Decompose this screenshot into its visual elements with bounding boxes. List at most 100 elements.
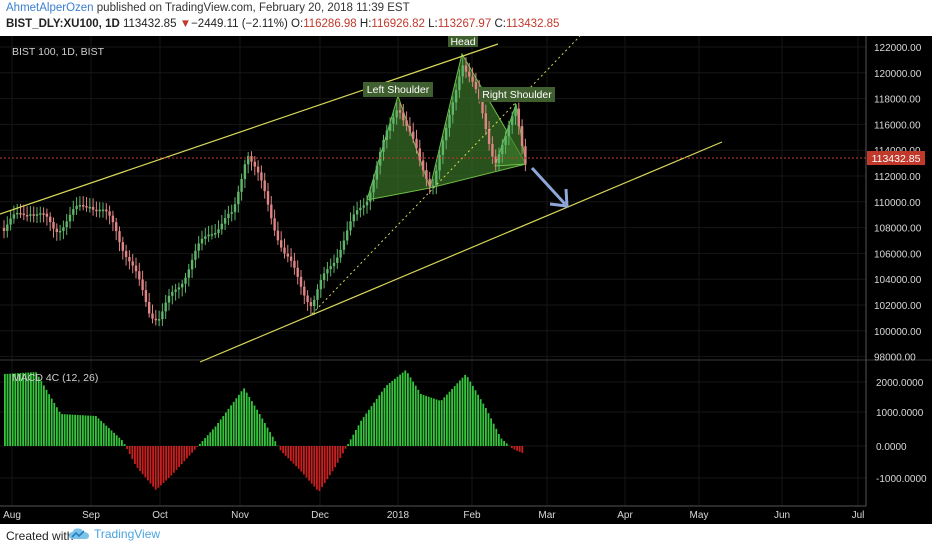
macd-bar	[495, 428, 498, 446]
macd-bar	[271, 436, 274, 446]
change-arrow: ▼	[179, 18, 192, 30]
candle-body	[253, 161, 256, 167]
lower-channel-line[interactable]	[199, 141, 723, 363]
macd-bar	[469, 381, 472, 446]
candle-body	[101, 209, 105, 212]
right-shoulder-label: Right Shoulder	[482, 89, 552, 101]
macd-bar	[453, 386, 456, 446]
macd-bar	[167, 446, 170, 479]
macd-bar	[92, 415, 95, 446]
cloud-icon	[69, 528, 89, 539]
macd-bar	[165, 446, 167, 481]
price-axis-label: 106000.00	[874, 249, 922, 260]
candle-body	[58, 230, 62, 233]
macd-bar	[303, 446, 305, 475]
upper-channel-line[interactable]	[0, 43, 499, 215]
candle-body	[62, 227, 65, 231]
macd-bar	[425, 395, 427, 446]
candle-body	[431, 185, 435, 187]
candle-body	[511, 116, 514, 125]
macd-bar	[427, 396, 430, 446]
author-link[interactable]: AhmetAlperOzen	[6, 2, 94, 14]
candle-body	[481, 98, 484, 114]
candle-body	[45, 213, 49, 217]
candle-body	[32, 214, 35, 216]
candle-body	[181, 283, 184, 288]
open-value: 116286.98	[303, 18, 357, 30]
macd-bar	[227, 408, 230, 446]
macd-bar	[381, 391, 383, 446]
high-label: H:	[359, 18, 372, 30]
time-axis-label: Nov	[231, 510, 249, 521]
candle-body	[501, 144, 504, 155]
footer: Created with TradingView	[0, 524, 932, 550]
macd-bar	[40, 381, 43, 446]
candle-body	[322, 273, 326, 281]
macd-bar	[313, 446, 316, 487]
candle-body	[88, 206, 91, 209]
macd-bar	[144, 446, 147, 478]
candle-body	[210, 234, 214, 236]
macd-bar	[105, 425, 108, 446]
macd-title: MACD 4C (12, 26)	[12, 372, 98, 384]
candle-body	[68, 214, 72, 222]
macd-bar	[48, 394, 50, 446]
candle-body	[280, 240, 283, 248]
macd-bar	[360, 420, 362, 446]
candle-body	[115, 222, 118, 232]
macd-bar	[136, 446, 139, 468]
macd-bar	[82, 415, 84, 446]
time-axis[interactable]: Aug Sep Oct Nov Dec 2018 Feb Mar Apr May Jun Jul	[3, 510, 864, 521]
macd-bar	[266, 427, 269, 446]
candle-body	[124, 250, 128, 258]
chart-svg[interactable]: Left Shoulder Head Right Shoulder BIST 1…	[0, 36, 932, 524]
candle-body	[326, 269, 329, 274]
candle-body	[299, 276, 303, 287]
macd-bar	[50, 398, 53, 446]
macd-bar	[87, 415, 89, 446]
candle-body	[19, 212, 22, 215]
candle-body	[95, 209, 98, 212]
projection-arrow-shaft[interactable]	[530, 166, 567, 206]
macd-bar	[63, 414, 66, 446]
candle-body	[39, 213, 42, 215]
candle-body	[250, 156, 253, 162]
candle-body	[349, 221, 352, 231]
macd-bar	[89, 415, 92, 446]
candle-body	[445, 127, 448, 141]
macd-axis[interactable]: 2000.0000 1000.0000 0.0000 -1000.0000	[876, 378, 927, 485]
candle-body	[329, 266, 332, 270]
macd-bar	[37, 376, 40, 446]
macd-bar	[513, 446, 516, 450]
candle-body	[415, 138, 418, 149]
candle-body	[184, 277, 187, 284]
candle-body	[85, 206, 88, 208]
candle-body	[108, 211, 111, 216]
macd-bar	[401, 372, 404, 446]
candle-body	[194, 250, 197, 260]
macd-bar	[451, 388, 453, 446]
macd-bar	[199, 443, 201, 446]
candle-body	[342, 240, 346, 250]
time-axis-label: Jun	[774, 510, 790, 521]
candle-body	[75, 205, 78, 210]
chart-area[interactable]: Left Shoulder Head Right Shoulder BIST 1…	[0, 36, 932, 524]
time-axis-label: Sep	[82, 510, 100, 521]
tradingview-brand[interactable]: TradingView	[68, 527, 160, 541]
candle-body	[42, 213, 45, 215]
candle-body	[293, 260, 296, 268]
price-axis[interactable]: 122000.00120000.00118000.00116000.001140…	[874, 43, 922, 364]
macd-bar	[264, 423, 266, 446]
macd-bar	[95, 416, 97, 446]
candle-body	[207, 234, 210, 237]
macd-bar	[118, 437, 121, 446]
macd-bar	[128, 446, 131, 455]
candle-body	[352, 214, 355, 222]
macd-bar	[295, 446, 297, 467]
candle-body	[164, 302, 167, 312]
macd-bar	[251, 401, 253, 446]
macd-axis-label: 1000.0000	[876, 408, 924, 419]
macd-bar	[334, 446, 336, 468]
dotted-trend-line[interactable]	[311, 36, 581, 315]
candle-body	[65, 221, 68, 228]
